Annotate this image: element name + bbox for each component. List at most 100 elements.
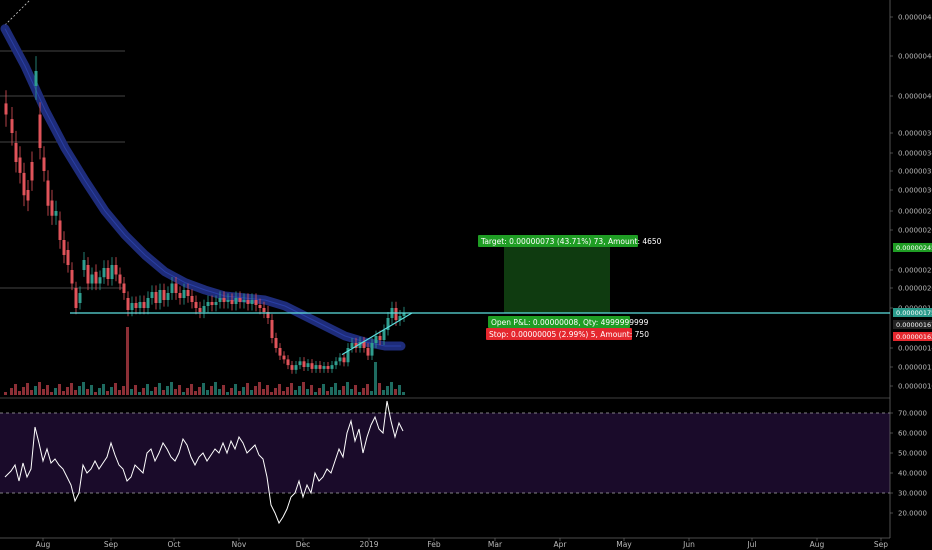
rsi-tick-label: 40.0000 <box>898 470 927 478</box>
candle-body <box>274 338 278 348</box>
price-tick-label: 0.00000100 <box>898 383 932 391</box>
candle-body <box>310 363 314 369</box>
candle-body <box>98 277 102 284</box>
volume-bar <box>374 362 377 395</box>
candle-body <box>326 366 330 369</box>
volume-bar <box>206 390 209 395</box>
volume-bar <box>338 390 341 395</box>
volume-bar <box>370 391 373 395</box>
volume-bar <box>346 382 349 395</box>
volume-bar <box>310 385 313 395</box>
volume-bar <box>326 391 329 395</box>
time-tick-label: Aug <box>810 540 825 549</box>
volume-bar <box>222 385 225 395</box>
candle-body <box>142 302 146 308</box>
candle-body <box>66 250 70 265</box>
candle-body <box>354 343 358 348</box>
candle-body <box>262 308 266 312</box>
volume-bar <box>214 382 217 395</box>
candle-body <box>250 300 254 304</box>
candle-body <box>258 305 262 308</box>
volume-bar <box>146 384 149 395</box>
pnl-label-box[interactable] <box>488 316 630 328</box>
candle-body <box>218 298 222 302</box>
target-price-badge <box>893 243 932 252</box>
volume-bar <box>194 391 197 395</box>
volume-bar <box>306 389 309 395</box>
candle-body <box>318 365 322 369</box>
volume-bar <box>342 386 345 395</box>
volume-bar <box>4 392 7 395</box>
candle-body <box>246 300 250 304</box>
volume-bar <box>42 389 45 395</box>
candle-body <box>302 361 306 367</box>
volume-bar <box>114 383 117 395</box>
volume-bar <box>162 390 165 395</box>
volume-bar <box>82 382 85 395</box>
candle-body <box>234 298 238 304</box>
volume-bar <box>174 389 177 395</box>
volume-bar <box>394 389 397 395</box>
candle-body <box>290 365 294 370</box>
candle-body <box>322 366 326 369</box>
stop-label-box[interactable] <box>486 328 632 340</box>
target-price-label: 0.00000245 <box>896 244 932 252</box>
candle-body <box>62 240 66 255</box>
time-tick-label: Oct <box>168 540 181 549</box>
volume-bar <box>230 388 233 395</box>
target-label-box[interactable] <box>478 235 638 247</box>
time-tick-label: Sep <box>104 540 118 549</box>
candle-body <box>126 298 130 310</box>
position-labels[interactable]: Target: 0.00000073 (43.71%) 73, Amount: … <box>478 235 662 340</box>
candle-body <box>334 361 338 366</box>
volume-bar <box>210 386 213 395</box>
volume-bar <box>150 391 153 395</box>
candle-body <box>170 283 174 293</box>
volume-bar <box>218 389 221 395</box>
candle-body <box>94 271 98 284</box>
ma-line <box>4 28 401 347</box>
volume-bar <box>178 385 181 395</box>
volume-bar <box>134 385 137 395</box>
candle-body <box>402 313 406 316</box>
candle-body <box>138 302 142 308</box>
volume-bar <box>350 389 353 395</box>
rsi-band <box>0 413 890 493</box>
volume-bar <box>30 390 33 395</box>
candle-body <box>278 348 282 356</box>
volume-bar <box>70 383 73 395</box>
rsi-tick-label: 30.0000 <box>898 490 927 498</box>
entry-price-badge <box>893 320 932 329</box>
volume-bar <box>258 382 261 395</box>
candle-body <box>50 200 54 216</box>
time-tick-label: Apr <box>554 540 568 549</box>
trend-line-dashed <box>4 0 31 26</box>
volume-bar <box>110 387 113 395</box>
candle-body <box>162 290 166 300</box>
candle-body <box>338 357 342 362</box>
candle-body <box>158 290 162 303</box>
volume-bar <box>274 388 277 395</box>
volume-bar <box>334 383 337 395</box>
candle-body <box>346 348 350 363</box>
candle-body <box>10 119 14 133</box>
volume-bar <box>290 383 293 395</box>
candle-body <box>82 260 86 270</box>
volume-bar <box>34 386 37 395</box>
volume-bar <box>90 385 93 395</box>
candle-body <box>202 306 206 312</box>
candle-body <box>42 157 46 171</box>
price-tick-label: 0.00000140 <box>898 345 932 353</box>
volume-bar <box>10 388 13 395</box>
time-tick-label: Dec <box>296 540 311 549</box>
volume-bar <box>50 392 53 395</box>
candle-body <box>306 363 310 367</box>
candle-body <box>270 320 274 338</box>
candle-body <box>174 283 178 293</box>
price-tick-label: 0.00000340 <box>898 150 932 158</box>
rsi-line <box>4 400 404 525</box>
candle-body <box>182 290 186 298</box>
candle-body <box>266 312 270 318</box>
target-label-text: Target: 0.00000073 (43.71%) 73, Amount: … <box>480 237 662 246</box>
